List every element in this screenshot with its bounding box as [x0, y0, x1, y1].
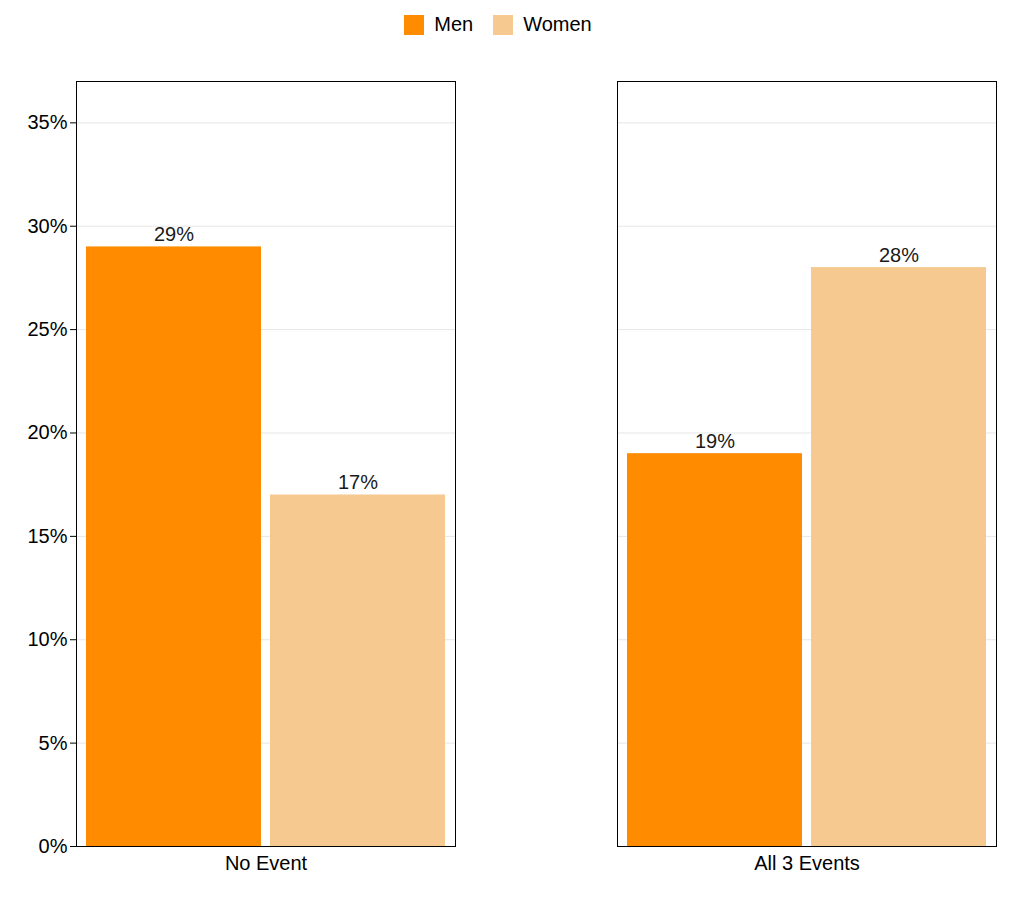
svg-text:28%: 28%: [879, 244, 919, 266]
html-text:Women: Women: [523, 13, 592, 35]
svg-text:17%: 17%: [338, 471, 378, 493]
svg-text:All 3 Events: All 3 Events: [754, 852, 860, 874]
svg-text:5%: 5%: [39, 732, 68, 754]
svg-text:15%: 15%: [27, 525, 67, 547]
svg-text:0%: 0%: [39, 835, 68, 857]
svg-text:10%: 10%: [27, 628, 67, 650]
svg-text:No Event: No Event: [225, 852, 308, 874]
svg-text:35%: 35%: [27, 111, 67, 133]
svg-text:30%: 30%: [27, 215, 67, 237]
svg-text:20%: 20%: [27, 421, 67, 443]
svg-text:29%: 29%: [154, 223, 194, 245]
svg-text:19%: 19%: [695, 430, 735, 452]
html-text:Men: Men: [434, 13, 474, 35]
svg-text:25%: 25%: [27, 318, 67, 340]
